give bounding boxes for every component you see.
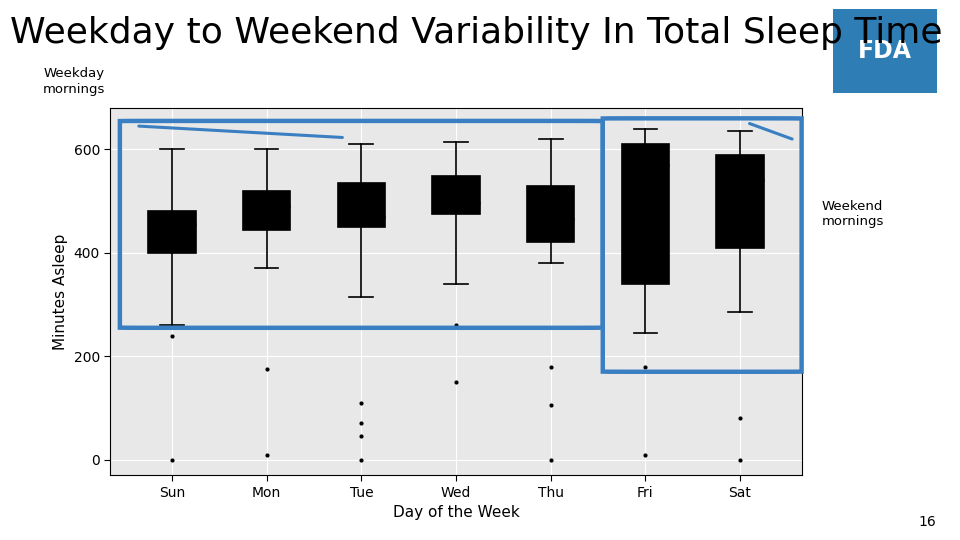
PathPatch shape bbox=[622, 144, 669, 284]
Text: FDA: FDA bbox=[858, 39, 912, 63]
Text: 16: 16 bbox=[919, 515, 936, 529]
Text: Weekday to Weekend Variability In Total Sleep Time: Weekday to Weekend Variability In Total … bbox=[10, 16, 942, 50]
PathPatch shape bbox=[716, 154, 764, 248]
PathPatch shape bbox=[148, 212, 196, 253]
Text: Weekend
mornings: Weekend mornings bbox=[822, 200, 884, 228]
PathPatch shape bbox=[432, 176, 480, 214]
X-axis label: Day of the Week: Day of the Week bbox=[393, 505, 519, 520]
Y-axis label: Minutes Asleep: Minutes Asleep bbox=[53, 233, 68, 350]
Text: Weekday
mornings: Weekday mornings bbox=[43, 68, 106, 96]
PathPatch shape bbox=[527, 186, 574, 242]
PathPatch shape bbox=[243, 191, 290, 229]
PathPatch shape bbox=[338, 183, 385, 227]
